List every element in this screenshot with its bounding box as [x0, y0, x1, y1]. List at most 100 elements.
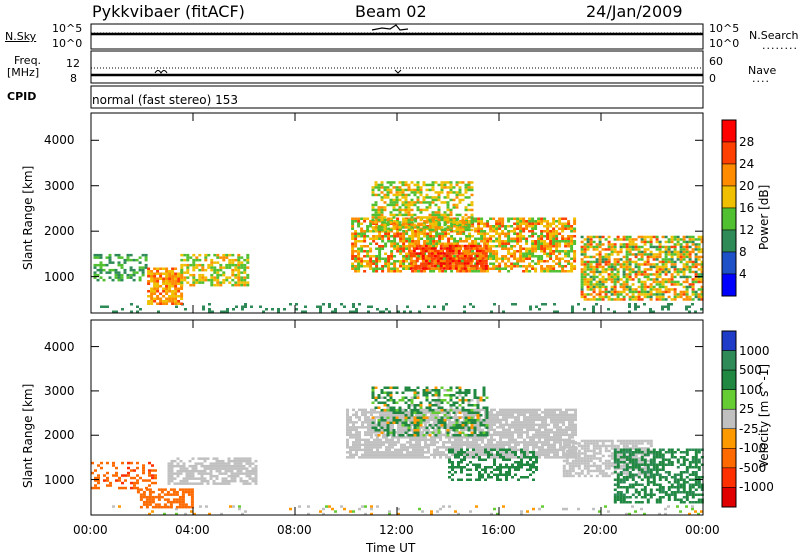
data-cell [442, 444, 445, 447]
data-cell [179, 503, 182, 506]
data-cell [216, 470, 219, 473]
data-cell [370, 508, 373, 511]
data-cell [207, 457, 210, 460]
data-cell [358, 419, 361, 422]
data-cell [225, 467, 228, 470]
data-cell [574, 429, 577, 432]
data-cell [565, 409, 568, 412]
data-cell [115, 479, 118, 482]
data-cell [358, 441, 361, 444]
data-cell [210, 462, 213, 465]
data-cell [179, 501, 182, 504]
data-cell [201, 475, 204, 478]
data-cell [505, 421, 508, 424]
data-cell [445, 456, 448, 459]
data-cell [532, 426, 535, 429]
data-cell [508, 414, 511, 417]
data-cell [556, 449, 559, 452]
data-cell [466, 441, 469, 444]
data-cell [143, 501, 146, 504]
data-cell [550, 411, 553, 414]
data-cell [352, 409, 355, 412]
data-cell [568, 446, 571, 449]
data-cell [403, 446, 406, 449]
data-cell [189, 460, 192, 463]
data-cell [505, 416, 508, 419]
data-cell [481, 441, 484, 444]
data-cell [352, 429, 355, 432]
data-cell [352, 414, 355, 417]
data-cell [511, 434, 514, 437]
data-cell [234, 472, 237, 475]
data-cell [149, 503, 152, 506]
data-cell [559, 421, 562, 424]
data-cell [535, 451, 538, 454]
data-cell [547, 441, 550, 444]
data-cell [396, 402, 399, 405]
data-cell [234, 465, 237, 468]
data-cell [508, 444, 511, 447]
data-cell [556, 439, 559, 442]
data-cell [466, 456, 469, 459]
data-cell [394, 441, 397, 444]
data-cell [376, 505, 379, 508]
data-cell [550, 444, 553, 447]
data-cell [252, 470, 255, 473]
data-cell [412, 454, 415, 457]
data-cell [493, 421, 496, 424]
data-cell [140, 496, 143, 499]
data-cell [508, 451, 511, 454]
data-cell [228, 470, 231, 473]
data-cell [289, 508, 292, 511]
data-cell [517, 411, 520, 414]
data-cell [544, 456, 547, 459]
data-cell [454, 444, 457, 447]
data-cell [364, 426, 367, 429]
data-cell [544, 414, 547, 417]
data-cell [142, 464, 145, 467]
data-cell [375, 434, 378, 437]
data-cell [424, 446, 427, 449]
data-cell [237, 472, 240, 475]
data-cell [367, 451, 370, 454]
data-cell [499, 419, 502, 422]
data-cell [571, 414, 574, 417]
data-cell [544, 409, 547, 412]
data-cell [496, 434, 499, 437]
data-cell [421, 454, 424, 457]
data-cell [439, 456, 442, 459]
data-cell [183, 465, 186, 468]
data-cell [568, 416, 571, 419]
data-cell [384, 409, 387, 412]
data-cell [496, 431, 499, 434]
data-cell [188, 506, 191, 509]
data-cell [151, 477, 154, 480]
data-cell [207, 472, 210, 475]
data-cell [490, 451, 493, 454]
data-cell [243, 472, 246, 475]
data-cell [358, 416, 361, 419]
data-cell [121, 462, 124, 465]
data-cell [454, 451, 457, 454]
data-cell [562, 416, 565, 419]
data-cell [171, 460, 174, 463]
data-cell [381, 402, 384, 405]
data-cell [361, 424, 364, 427]
data-cell [376, 451, 379, 454]
data-cell [406, 449, 409, 452]
data-cell [94, 469, 97, 472]
data-cell [367, 456, 370, 459]
data-cell [514, 456, 517, 459]
data-cell [478, 439, 481, 442]
data-cell [346, 414, 349, 417]
data-cell [559, 446, 562, 449]
data-cell [255, 472, 258, 475]
data-cell [381, 389, 384, 392]
data-cell [168, 467, 171, 470]
data-cell [556, 416, 559, 419]
data-cell [664, 508, 667, 511]
data-cell [390, 407, 393, 410]
data-cell [418, 508, 421, 511]
data-cell [240, 470, 243, 473]
data-cell [493, 454, 496, 457]
